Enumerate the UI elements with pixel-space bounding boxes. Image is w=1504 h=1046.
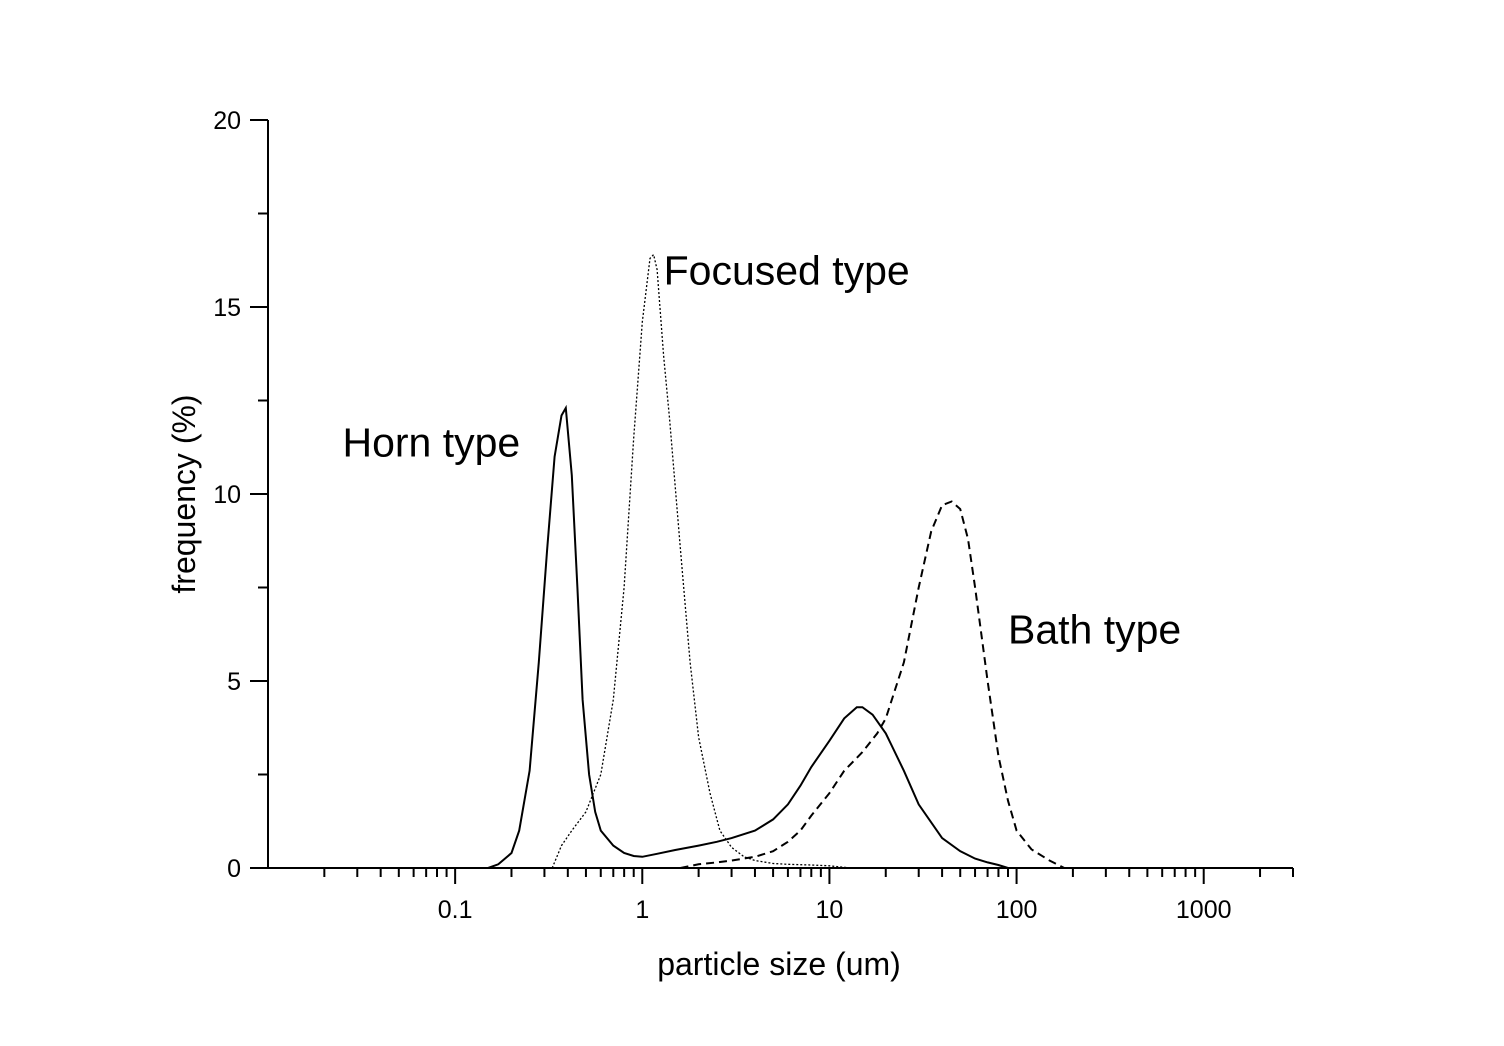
x-tick-label: 1000	[1176, 896, 1232, 924]
annotations: Horn type Focused type Bath type	[342, 248, 1181, 653]
x-tick-label: 100	[996, 896, 1038, 924]
annotation-label: Bath type	[1008, 607, 1181, 653]
series-line-solid	[487, 404, 1009, 869]
y-tick-label: 15	[213, 294, 241, 322]
y-axis-title: frequency (%)	[166, 394, 202, 593]
plot-area: 0 5 10 15 20 0.1 1 10 100 1000 Horn type Focused t…	[213, 107, 1294, 924]
y-tick-label: 5	[227, 668, 241, 696]
x-axis-title: particle size (um)	[657, 946, 901, 982]
y-tick-label: 10	[213, 481, 241, 509]
annotation-label: Horn type	[342, 420, 520, 466]
x-tick-label: 10	[816, 896, 844, 924]
x-tick-label: 1	[635, 896, 649, 924]
series-line-dashed	[680, 500, 1065, 869]
annotation-label: Focused type	[664, 248, 910, 294]
ticks: 0 5 10 15 20 0.1 1 10 100 1000	[213, 107, 1294, 924]
y-tick-label: 20	[213, 107, 241, 135]
x-tick-label: 0.1	[438, 896, 473, 924]
series-layer	[487, 253, 1065, 869]
y-tick-label: 0	[227, 855, 241, 883]
